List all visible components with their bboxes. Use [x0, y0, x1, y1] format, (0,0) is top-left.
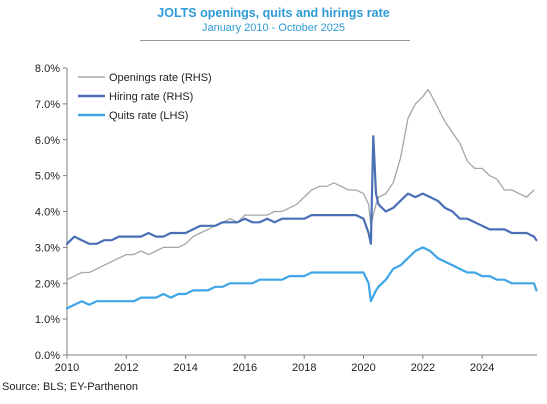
x-tick-label: 2020 — [351, 362, 375, 374]
x-tick-label: 2016 — [233, 362, 257, 374]
x-tick-label: 2012 — [114, 362, 138, 374]
x-tick-label: 2018 — [292, 362, 316, 374]
chart-series — [65, 88, 538, 310]
series-line-3 — [65, 246, 538, 310]
x-tick-label: 2014 — [173, 362, 197, 374]
y-tick-label: 3.0% — [35, 242, 60, 254]
x-tick-label: 2024 — [470, 362, 494, 374]
series-line-1 — [66, 88, 535, 281]
legend-label-1: Openings rate (RHS) — [109, 72, 212, 84]
series-line-2 — [65, 135, 538, 245]
y-tick-label: 0.0% — [35, 350, 60, 362]
y-tick-label: 5.0% — [35, 171, 60, 183]
y-tick-label: 8.0% — [35, 63, 60, 75]
chart-title: JOLTS openings, quits and hirings rate — [157, 6, 390, 20]
legend-label-2: Hiring rate (RHS) — [109, 91, 193, 103]
chart-axes: 0.0% 1.0% 2.0% 3.0% 4.0% 5.0% 6.0% 7.0% 8.0% 2010… — [35, 63, 537, 374]
y-tick-label: 6.0% — [35, 135, 60, 147]
y-tick-label: 2.0% — [35, 278, 60, 290]
chart-legend: Openings rate (RHS) Hiring rate (RHS) Quit… — [78, 72, 212, 122]
x-tick-label: 2022 — [411, 362, 435, 374]
y-tick-label: 4.0% — [35, 207, 60, 219]
source-note: Source: BLS; EY-Parthenon — [2, 381, 138, 393]
y-tick-label: 1.0% — [35, 314, 60, 326]
title-divider — [140, 40, 410, 41]
chart-subtitle: January 2010 - October 2025 — [201, 22, 346, 34]
x-tick-label: 2010 — [55, 362, 79, 374]
y-tick-label: 7.0% — [35, 99, 60, 111]
legend-label-3: Quits rate (LHS) — [109, 110, 188, 122]
